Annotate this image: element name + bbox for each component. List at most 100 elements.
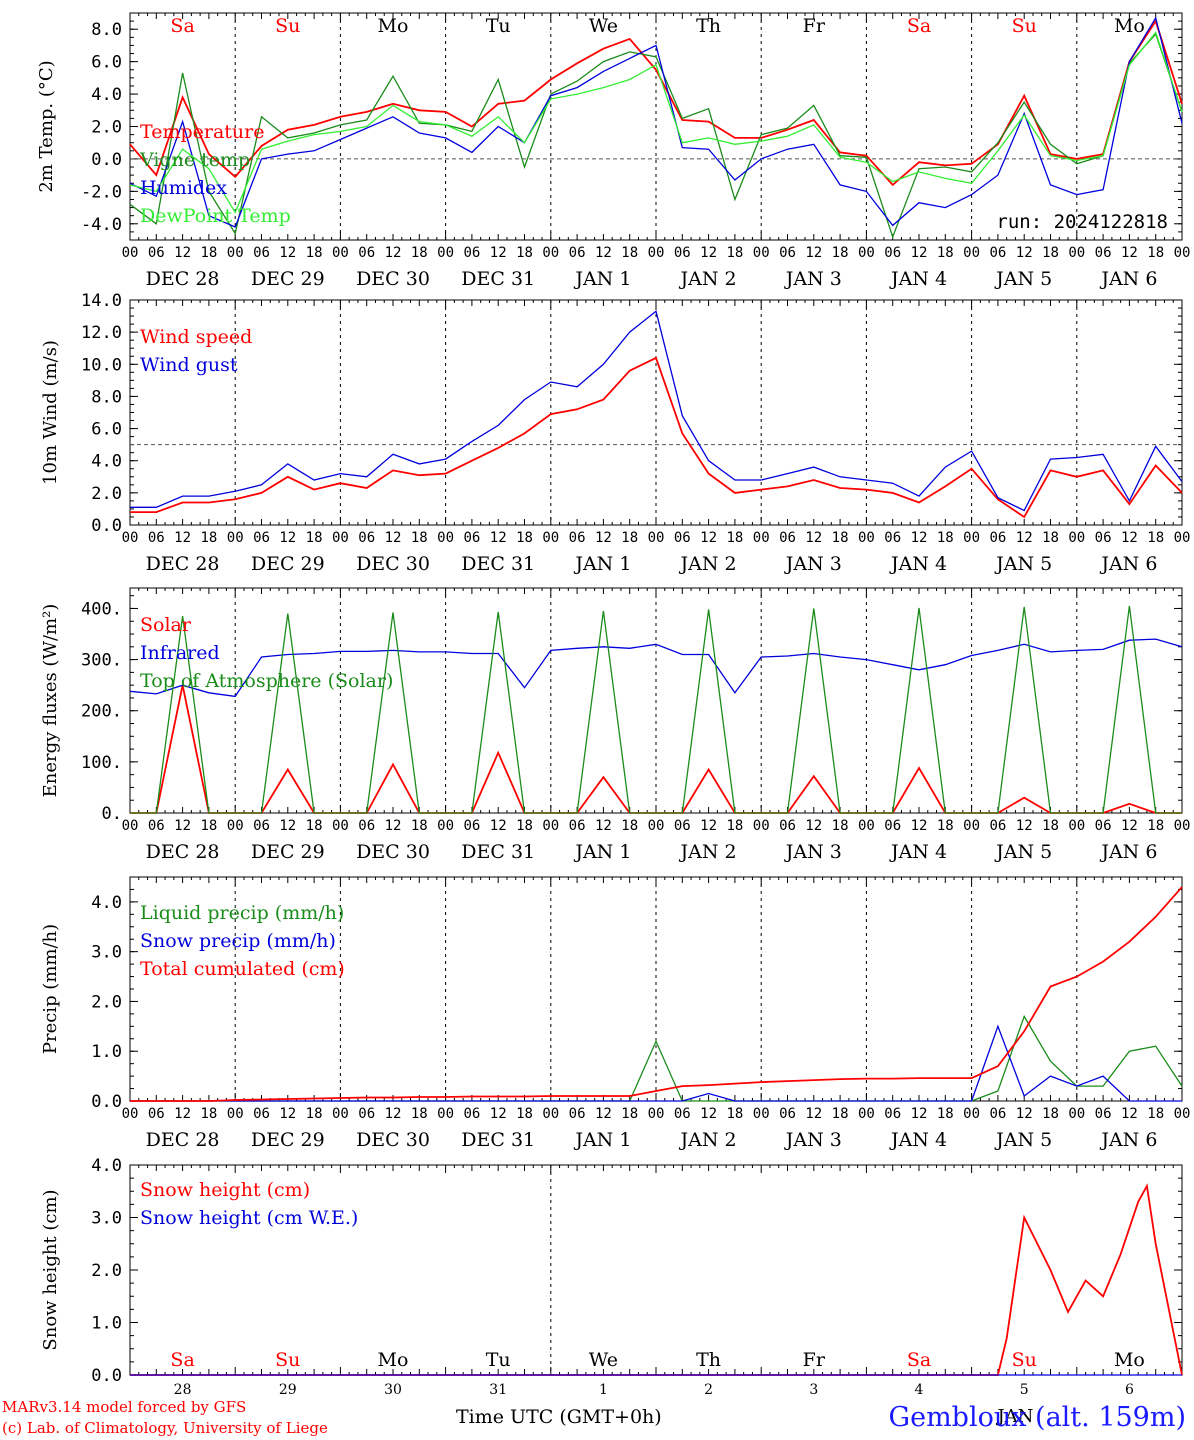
- hour-tick-label: 00: [332, 530, 349, 546]
- date-label: DEC 30: [356, 1129, 430, 1151]
- date-number-label: 3: [809, 1382, 818, 1398]
- hour-tick-label: 12: [279, 818, 296, 834]
- hour-tick-label: 18: [200, 818, 217, 834]
- date-label: DEC 29: [251, 1129, 325, 1151]
- date-label: JAN 3: [784, 841, 842, 863]
- hour-tick-label: 00: [1174, 818, 1191, 834]
- y-tick-label: 2.0: [91, 118, 122, 138]
- hour-tick-label: 06: [989, 1106, 1006, 1122]
- hour-tick-label: 00: [1174, 530, 1191, 546]
- hour-tick-label: 12: [595, 1106, 612, 1122]
- hour-tick-label: 00: [332, 818, 349, 834]
- date-label: JAN 6: [1099, 841, 1157, 863]
- day-of-week-label: Fr: [803, 15, 826, 37]
- y-tick-label: 0.0: [91, 150, 122, 170]
- hour-tick-label: 18: [726, 245, 743, 261]
- day-of-week-label: Mo: [1114, 15, 1145, 37]
- hour-tick-label: 12: [595, 530, 612, 546]
- hour-tick-label: 00: [1068, 245, 1085, 261]
- y-axis-label: Snow height (cm): [40, 1189, 61, 1350]
- date-label: JAN 3: [784, 553, 842, 575]
- day-of-week-label: Su: [1012, 1349, 1037, 1371]
- day-of-week-label: Mo: [378, 1349, 409, 1371]
- hour-tick-label: 00: [542, 530, 559, 546]
- series-line-1: [129, 32, 1183, 239]
- legend-entry: Snow height (cm): [140, 1179, 310, 1201]
- hour-tick-label: 18: [832, 818, 849, 834]
- hour-tick-label: 12: [385, 1106, 402, 1122]
- y-tick-label: 0.0: [91, 516, 122, 536]
- day-of-week-label: We: [589, 1349, 618, 1371]
- hour-tick-label: 18: [1147, 1106, 1164, 1122]
- date-number-label: 28: [174, 1382, 192, 1398]
- hour-tick-label: 00: [858, 1106, 875, 1122]
- hour-tick-label: 12: [174, 1106, 191, 1122]
- hour-tick-label: 06: [1095, 245, 1112, 261]
- date-label: JAN 3: [784, 268, 842, 290]
- day-of-week-label: Th: [696, 1349, 721, 1371]
- hour-tick-label: 12: [1121, 245, 1138, 261]
- hour-tick-label: 00: [753, 818, 770, 834]
- y-axis-label: Energy fluxes (W/m²): [40, 604, 61, 798]
- hour-tick-label: 06: [358, 818, 375, 834]
- date-number-label: 6: [1125, 1382, 1134, 1398]
- hour-tick-label: 00: [648, 818, 665, 834]
- y-tick-label: 4.0: [91, 1156, 122, 1176]
- day-of-week-label: Th: [696, 15, 721, 37]
- hour-tick-label: 18: [1147, 530, 1164, 546]
- y-tick-label: 4.0: [91, 893, 122, 913]
- hour-tick-label: 00: [858, 818, 875, 834]
- date-label: JAN 1: [573, 1129, 631, 1151]
- hour-tick-label: 00: [122, 1106, 139, 1122]
- hour-tick-label: 06: [989, 530, 1006, 546]
- hour-tick-label: 00: [1174, 1106, 1191, 1122]
- hour-tick-label: 12: [490, 1106, 507, 1122]
- hour-tick-label: 00: [227, 245, 244, 261]
- hour-tick-label: 00: [753, 245, 770, 261]
- hour-tick-label: 12: [911, 1106, 928, 1122]
- hour-tick-label: 12: [911, 245, 928, 261]
- hour-tick-label: 06: [674, 1106, 691, 1122]
- legend-entry: Total cumulated (cm): [140, 958, 345, 980]
- hour-tick-label: 18: [832, 1106, 849, 1122]
- date-number-label: 1: [599, 1382, 608, 1398]
- hour-tick-label: 06: [358, 530, 375, 546]
- series-line-2: [130, 886, 1183, 1102]
- date-label: DEC 31: [461, 553, 535, 575]
- legend-entry: DewPoint Temp: [140, 205, 291, 227]
- hour-tick-label: 06: [884, 1106, 901, 1122]
- legend-entry: Wind gust: [140, 354, 238, 376]
- hour-tick-label: 18: [937, 530, 954, 546]
- hour-tick-label: 00: [332, 1106, 349, 1122]
- hour-tick-label: 12: [385, 530, 402, 546]
- date-label: JAN 2: [679, 1129, 737, 1151]
- hour-tick-label: 00: [542, 818, 559, 834]
- date-label: DEC 31: [461, 1129, 535, 1151]
- hour-tick-label: 00: [227, 530, 244, 546]
- date-label: JAN 4: [889, 1129, 947, 1151]
- legend-entry: Top of Atmosphere (Solar): [140, 670, 393, 692]
- date-label: JAN 2: [679, 841, 737, 863]
- day-of-week-label: Su: [275, 1349, 300, 1371]
- hour-tick-label: 18: [621, 530, 638, 546]
- hour-tick-label: 18: [621, 818, 638, 834]
- hour-tick-label: 12: [700, 245, 717, 261]
- hour-tick-label: 12: [700, 530, 717, 546]
- date-label: JAN 4: [889, 841, 947, 863]
- y-tick-label: 300.: [81, 651, 122, 671]
- hour-tick-label: 06: [989, 818, 1006, 834]
- hour-tick-label: 18: [832, 245, 849, 261]
- hour-tick-label: 06: [148, 818, 165, 834]
- hour-tick-label: 06: [989, 245, 1006, 261]
- y-tick-label: 10.0: [81, 355, 122, 375]
- hour-tick-label: 12: [805, 245, 822, 261]
- hour-tick-label: 00: [963, 245, 980, 261]
- hour-tick-label: 06: [148, 245, 165, 261]
- date-label: JAN 6: [1099, 1129, 1157, 1151]
- hour-tick-label: 12: [174, 245, 191, 261]
- hour-tick-label: 06: [674, 245, 691, 261]
- hour-tick-label: 00: [858, 530, 875, 546]
- legend-entry: Snow height (cm W.E.): [140, 1207, 358, 1229]
- y-tick-label: 0.0: [91, 1366, 122, 1386]
